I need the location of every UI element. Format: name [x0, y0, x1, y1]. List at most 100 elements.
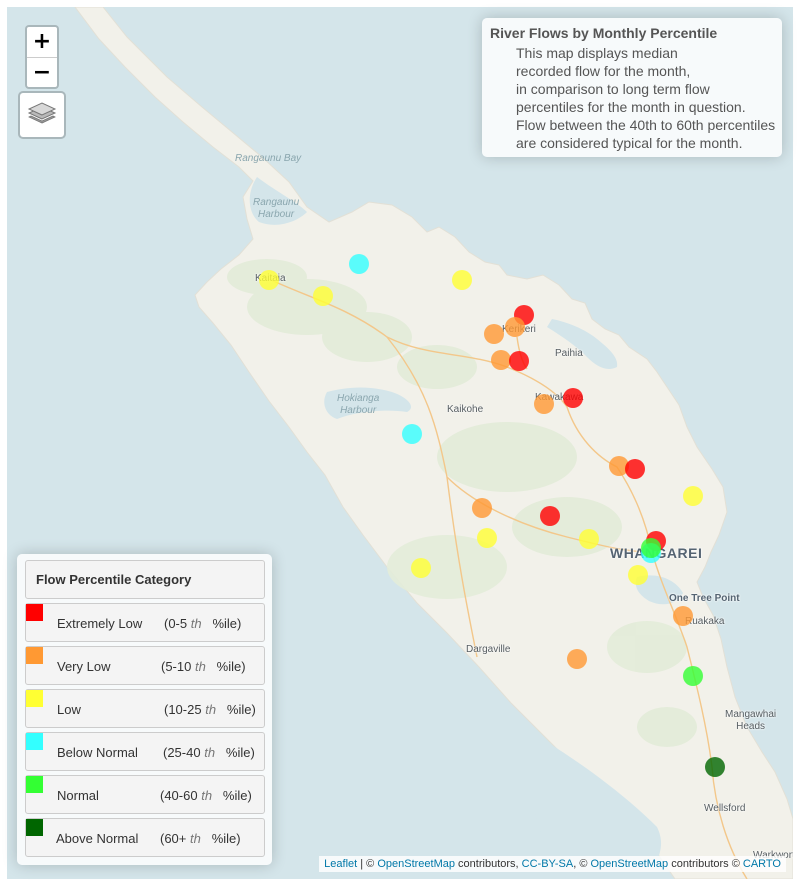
legend-swatch — [26, 733, 43, 750]
range-close: %ile) — [226, 702, 256, 717]
legend-range: (25-40 th %ile) — [163, 745, 255, 760]
cc-by-sa-link[interactable]: CC-BY-SA — [521, 858, 574, 870]
legend-swatch — [26, 647, 43, 664]
legend-label: Above Normal — [56, 831, 139, 846]
range-close: %ile) — [216, 659, 246, 674]
zoom-in-button[interactable]: + — [27, 27, 57, 58]
info-panel: River Flows by Monthly Percentile This m… — [482, 18, 782, 157]
legend-label: Normal — [57, 788, 99, 803]
range-th: th — [190, 831, 201, 846]
station-marker[interactable] — [579, 529, 599, 549]
station-marker[interactable] — [609, 456, 629, 476]
station-marker[interactable] — [683, 666, 703, 686]
station-marker[interactable] — [472, 498, 492, 518]
legend-title: Flow Percentile Category — [36, 572, 192, 587]
legend-label: Very Low — [57, 659, 111, 674]
range-th: th — [205, 702, 217, 717]
legend-range: (40-60 th %ile) — [160, 788, 252, 803]
station-marker[interactable] — [505, 317, 525, 337]
attribution-text: contributors © — [668, 858, 743, 870]
range-open: (5-10 — [161, 659, 192, 674]
place-label-line: Mangawhai — [725, 709, 777, 720]
place-mangawhai-heads: Mangawhai Heads — [725, 709, 776, 733]
osm-link[interactable]: OpenStreetMap — [590, 858, 669, 870]
place-label-line: Harbour — [258, 209, 295, 220]
place-ruakaka: Ruakaka — [685, 616, 725, 627]
station-marker[interactable] — [259, 270, 279, 290]
legend-item-very-low: Very Low (5-10 th %ile) — [25, 646, 265, 685]
attribution-text: contributors, — [455, 858, 522, 870]
legend-item-low: Low (10-25 th %ile) — [25, 689, 265, 728]
layers-icon — [27, 102, 57, 124]
station-marker[interactable] — [452, 270, 472, 290]
info-line: percentiles for the month in question. — [516, 99, 746, 115]
range-th: th — [190, 616, 202, 631]
station-marker[interactable] — [705, 757, 725, 777]
place-kawakawa: Kawakawa — [535, 392, 584, 403]
info-line: are considered typical for the month. — [516, 135, 743, 151]
info-line: recorded flow for the month, — [516, 63, 691, 79]
station-marker[interactable] — [402, 424, 422, 444]
range-open: (0-5 — [164, 616, 188, 631]
range-th: th — [194, 659, 206, 674]
place-label-line: Heads — [736, 721, 766, 732]
range-close: %ile) — [222, 788, 252, 803]
legend: Flow Percentile Category Extremely Low (… — [17, 554, 272, 865]
station-marker[interactable] — [641, 538, 661, 558]
station-marker[interactable] — [491, 350, 511, 370]
station-marker[interactable] — [567, 649, 587, 669]
range-th: th — [204, 745, 216, 760]
station-marker[interactable] — [411, 558, 431, 578]
info-line: Flow between the 40th to 60th percentile… — [516, 117, 776, 133]
range-open: (10-25 — [164, 702, 202, 717]
legend-item-above-normal: Above Normal (60+ th %ile) — [25, 818, 265, 857]
legend-range: (60+ th %ile) — [160, 831, 241, 846]
osm-link[interactable]: OpenStreetMap — [377, 858, 455, 870]
station-marker[interactable] — [349, 254, 369, 274]
info-line: This map displays median — [516, 45, 678, 61]
legend-swatch — [26, 690, 43, 707]
info-title: River Flows by Monthly Percentile — [490, 25, 718, 41]
place-kaikohe: Kaikohe — [447, 404, 484, 415]
layers-button[interactable] — [18, 91, 66, 139]
basemap — [74, 7, 793, 879]
info-line: in comparison to long term flow — [516, 81, 710, 97]
legend-title-box: Flow Percentile Category — [25, 560, 265, 599]
station-marker[interactable] — [628, 565, 648, 585]
station-marker[interactable] — [509, 351, 529, 371]
legend-item-normal: Normal (40-60 th %ile) — [25, 775, 265, 814]
zoom-control: + − — [25, 25, 59, 89]
place-hokianga-harbour: Hokianga Harbour — [337, 393, 379, 417]
place-label-line: Rangaunu — [253, 197, 300, 208]
station-marker[interactable] — [313, 286, 333, 306]
leaflet-link[interactable]: Leaflet — [324, 858, 358, 870]
station-marker[interactable] — [477, 528, 497, 548]
range-open: (25-40 — [163, 745, 201, 760]
place-label-line: Harbour — [340, 405, 377, 416]
forest-areas — [227, 259, 697, 747]
legend-item-extremely-low: Extremely Low (0-5 th %ile) — [25, 603, 265, 642]
station-marker[interactable] — [540, 506, 560, 526]
place-wellsford: Wellsford — [704, 803, 746, 814]
range-th: th — [201, 788, 213, 803]
legend-range: (0-5 th %ile) — [164, 616, 241, 631]
place-rangaunu-harbour: Rangaunu Harbour — [253, 197, 299, 221]
station-marker[interactable] — [484, 324, 504, 344]
place-rangaunu-bay: Rangaunu Bay — [235, 153, 302, 164]
range-open: (60+ — [160, 831, 187, 846]
range-close: %ile) — [211, 831, 241, 846]
attribution-text: | © — [357, 858, 378, 870]
range-close: %ile) — [225, 745, 255, 760]
station-marker[interactable] — [563, 388, 583, 408]
station-marker[interactable] — [683, 486, 703, 506]
place-label-line: Hokianga — [337, 393, 380, 404]
legend-label: Extremely Low — [57, 616, 143, 631]
zoom-out-button[interactable]: − — [32, 60, 52, 85]
station-marker[interactable] — [625, 459, 645, 479]
station-marker[interactable] — [534, 394, 554, 414]
place-warkworth: Warkworth — [753, 850, 793, 861]
attribution-text: , © — [573, 858, 591, 870]
station-marker[interactable] — [673, 606, 693, 626]
attribution: Leaflet | © OpenStreetMap contributors, … — [319, 856, 786, 872]
carto-link[interactable]: CARTO — [742, 858, 781, 870]
